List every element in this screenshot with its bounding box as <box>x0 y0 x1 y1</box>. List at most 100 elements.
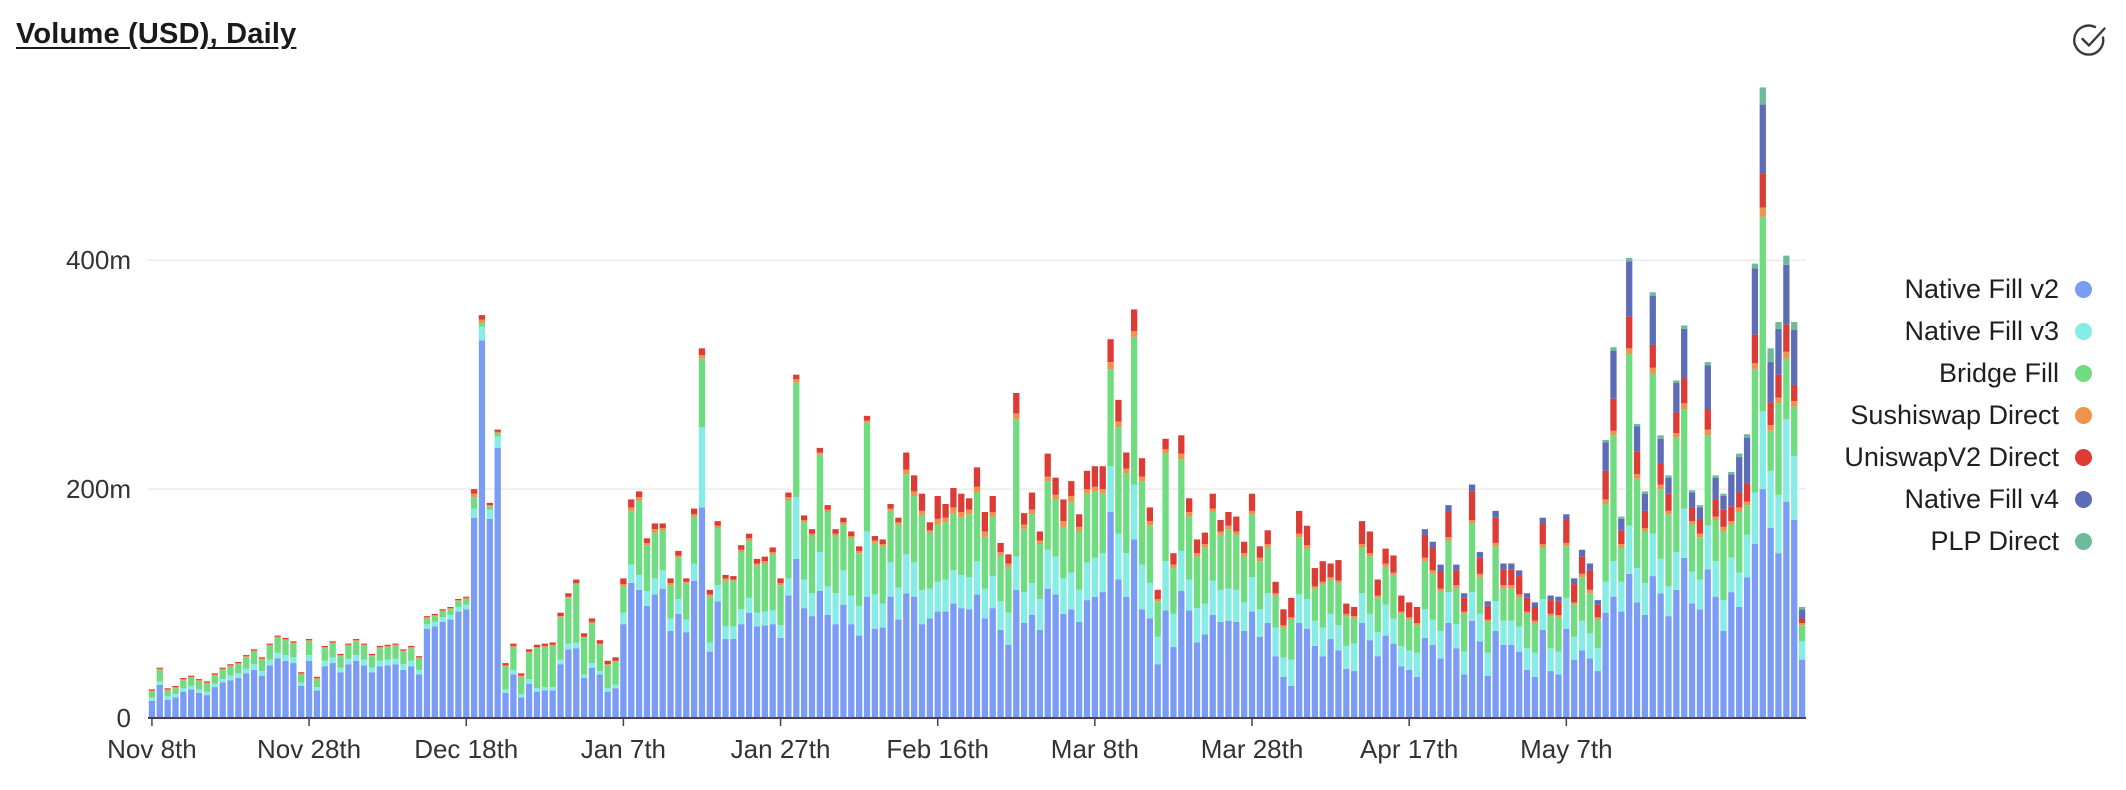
bar-segment <box>1633 568 1641 603</box>
bar-segment <box>1248 577 1256 612</box>
legend-item[interactable]: Native Fill v3 <box>1844 310 2092 352</box>
bar-segment <box>1225 620 1232 718</box>
bar-segment <box>698 507 706 718</box>
bar-segment <box>525 651 533 653</box>
bar-segment <box>973 561 981 595</box>
bar-segment <box>1013 413 1020 420</box>
bar-segment <box>384 647 391 660</box>
bar-segment <box>298 673 305 675</box>
legend-dot <box>2075 280 2092 298</box>
bar-segment <box>989 495 996 512</box>
check-circle-icon[interactable] <box>2070 20 2110 60</box>
bar-segment <box>1531 652 1539 677</box>
bar-segment <box>675 550 682 556</box>
bar-segment <box>1775 494 1782 554</box>
bar-segment <box>1225 588 1232 621</box>
bar-segment <box>478 319 486 324</box>
bar-segment <box>360 645 368 660</box>
legend-item[interactable]: Sushiswap Direct <box>1844 394 2092 436</box>
bar-segment <box>910 596 918 718</box>
legend-item[interactable]: UniswapV2 Direct <box>1844 436 2092 478</box>
bar-segment <box>1704 365 1711 409</box>
bar-segment <box>1563 514 1570 521</box>
bar-segment <box>282 660 289 718</box>
bar-segment <box>329 657 336 664</box>
bar-segment <box>1704 429 1711 436</box>
bar-segment <box>1657 593 1664 718</box>
bar-segment <box>1531 602 1539 607</box>
bar-segment <box>1076 531 1083 590</box>
bar-segment <box>1681 378 1688 404</box>
bar-segment <box>1154 664 1161 718</box>
bar-segment <box>675 598 682 614</box>
bar-segment <box>1453 624 1460 649</box>
bar-segment <box>1021 524 1028 530</box>
bar-segment <box>1296 594 1303 624</box>
bar-segment <box>494 433 501 437</box>
bar-segment <box>525 652 533 680</box>
legend-label: Native Fill v2 <box>1904 273 2059 304</box>
legend-item[interactable]: PLP Direct <box>1844 520 2092 562</box>
bar-segment <box>1539 629 1546 718</box>
bar-segment <box>903 474 910 555</box>
bar-segment <box>1099 493 1106 554</box>
bar-segment <box>824 615 831 718</box>
bar-segment <box>360 665 368 718</box>
bar-segment <box>423 618 431 625</box>
bar-segment <box>612 684 619 689</box>
bar-segment <box>1241 602 1248 632</box>
bar-segment <box>195 692 203 718</box>
bar-segment <box>1775 397 1782 404</box>
bar-segment <box>376 666 383 718</box>
bar-segment <box>1712 477 1719 500</box>
bar-segment <box>1688 603 1696 718</box>
bar-segment <box>235 661 242 664</box>
bar-segment <box>360 643 368 645</box>
bar-segment <box>1563 597 1570 629</box>
bar-segment <box>1767 348 1774 363</box>
bar-segment <box>824 586 831 615</box>
bar-segment <box>824 505 831 510</box>
bar-segment <box>1500 563 1507 570</box>
bar-segment <box>1091 486 1099 492</box>
bar-segment <box>1044 481 1051 550</box>
bar-segment <box>266 645 273 660</box>
legend-item[interactable]: Bridge Fill <box>1844 352 2092 394</box>
bar-segment <box>683 582 690 620</box>
bar-segment <box>1594 671 1601 718</box>
bar-segment <box>1099 553 1106 593</box>
bar-segment <box>227 680 234 718</box>
bar-segment <box>895 587 902 620</box>
bar-segment <box>1728 521 1735 525</box>
bar-segment <box>1468 620 1476 718</box>
bar-segment <box>1759 489 1766 718</box>
bar-segment <box>518 676 525 694</box>
bar-segment <box>1633 426 1641 452</box>
legend-item[interactable]: Native Fill v4 <box>1844 478 2092 520</box>
bar-segment <box>1303 628 1311 718</box>
bar-segment <box>1107 466 1114 512</box>
bar-segment <box>541 647 548 688</box>
bar-segment <box>1516 576 1523 595</box>
bar-segment <box>730 626 737 640</box>
bar-segment <box>714 601 721 718</box>
bar-segment <box>415 658 423 670</box>
bar-segment <box>596 671 603 675</box>
bar-segment <box>353 660 360 718</box>
bar-segment <box>211 687 218 718</box>
bar-segment <box>1170 568 1177 614</box>
legend-item[interactable]: Native Fill v2 <box>1844 268 2092 310</box>
bar-segment <box>1060 521 1067 527</box>
bar-segment <box>1673 589 1680 718</box>
bar-segment <box>793 379 800 383</box>
bar-segment <box>494 431 501 434</box>
bar-segment <box>1005 554 1012 564</box>
bar-segment <box>1413 606 1421 624</box>
bar-segment <box>203 682 211 684</box>
bar-segment <box>651 532 658 579</box>
bar-segment <box>1688 524 1696 572</box>
bar-segment <box>1390 643 1397 718</box>
bar-segment <box>1539 598 1546 630</box>
bar-segment <box>706 596 713 643</box>
bar-segment <box>518 693 525 698</box>
